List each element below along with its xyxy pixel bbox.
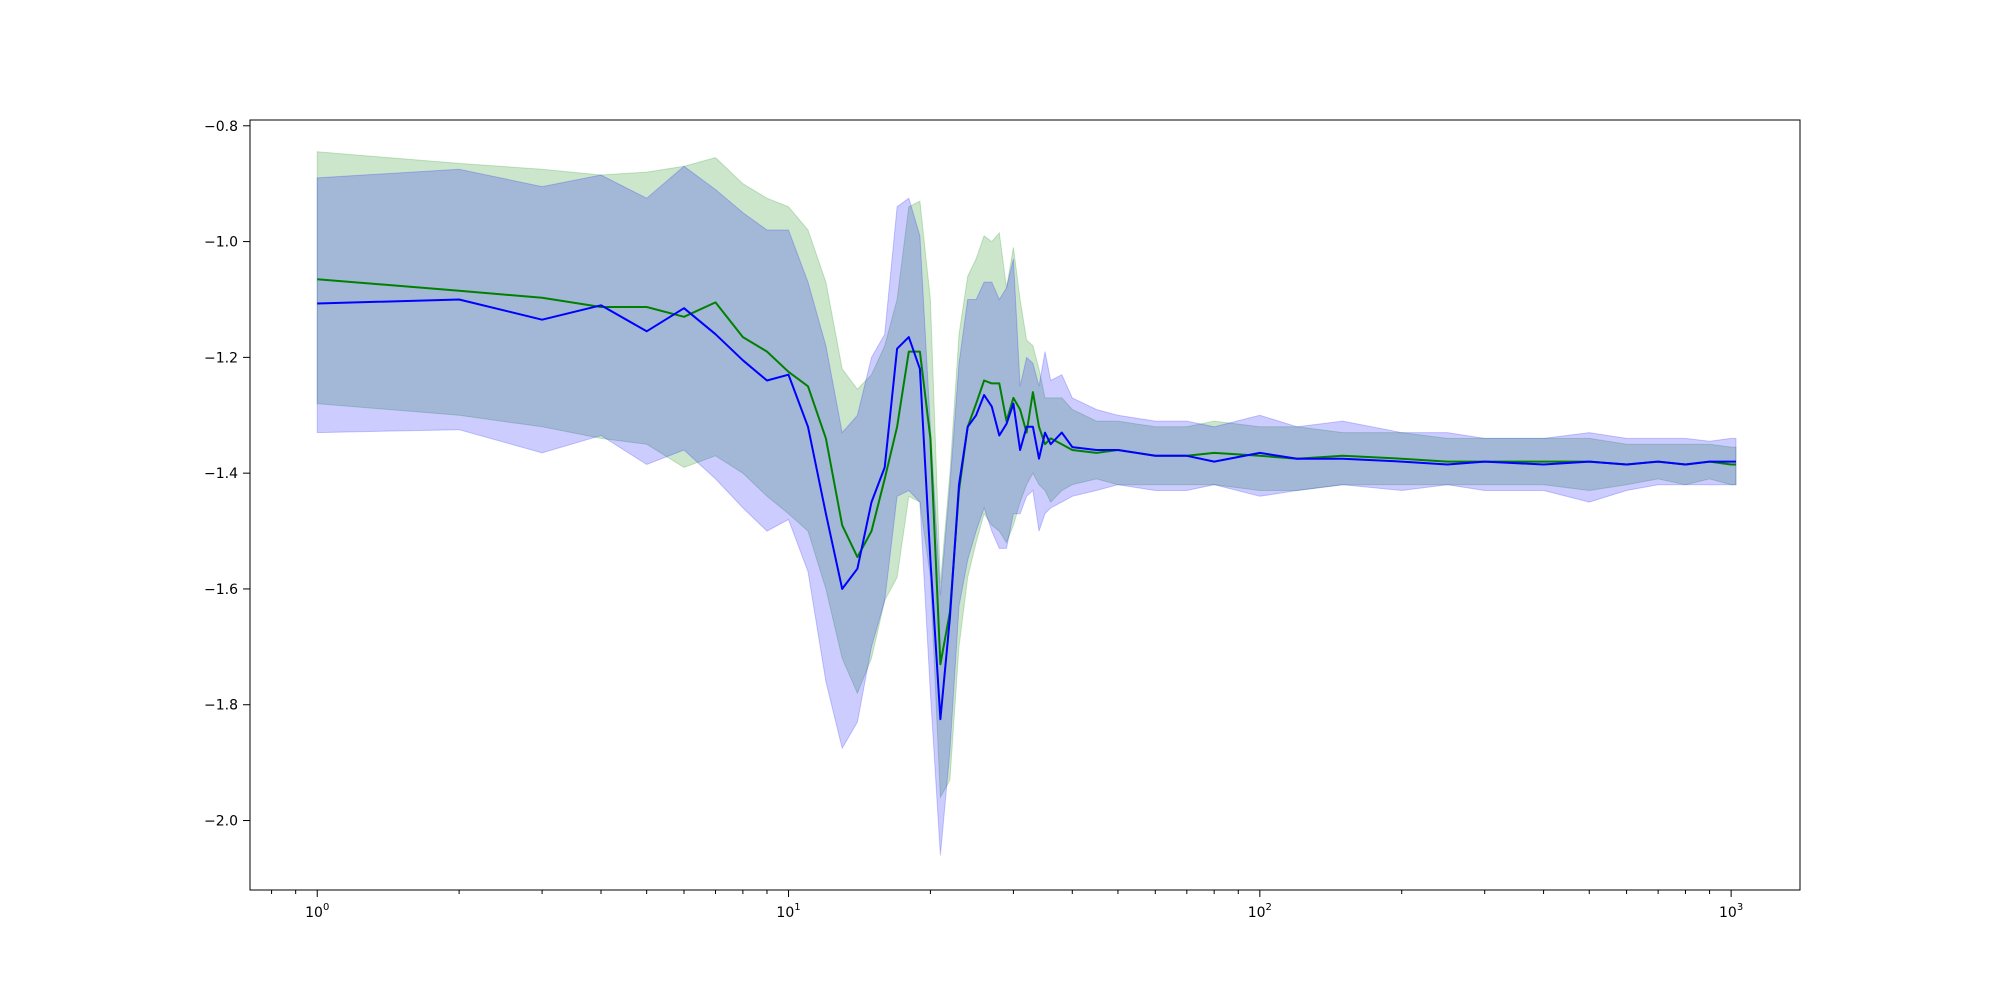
x-axis: 100 101 102 103 bbox=[271, 890, 1743, 921]
y-axis: −0.8 −1.0 −1.2 −1.4 −1.6 −1.8 −2.0 bbox=[204, 119, 250, 830]
x-tick-label-base: 10 bbox=[1719, 905, 1737, 921]
series-2-line bbox=[317, 298, 1736, 721]
y-tick-label: −1.6 bbox=[204, 582, 238, 598]
x-tick-label: 103 bbox=[1719, 902, 1743, 921]
y-tick-label: −1.2 bbox=[204, 350, 238, 366]
x-tick-label: 101 bbox=[776, 902, 800, 921]
confidence-bands bbox=[316, 151, 1737, 856]
x-tick-label-exponent: 3 bbox=[1737, 902, 1743, 913]
y-tick-label: −1.4 bbox=[204, 466, 238, 482]
y-tick-label: −1.0 bbox=[204, 235, 238, 251]
y-tick-label: −1.8 bbox=[204, 698, 238, 714]
x-tick-label-base: 10 bbox=[776, 905, 794, 921]
x-tick-label: 102 bbox=[1248, 902, 1272, 921]
plot-area-frame bbox=[249, 119, 1801, 891]
x-tick-label-base: 10 bbox=[305, 905, 323, 921]
y-tick-label: −0.8 bbox=[204, 119, 238, 135]
series-lines bbox=[317, 278, 1736, 721]
x-tick-label-base: 10 bbox=[1248, 905, 1266, 921]
y-tick-label: −2.0 bbox=[204, 814, 238, 830]
series-2-band bbox=[316, 165, 1737, 856]
x-tick-label-exponent: 0 bbox=[323, 902, 329, 913]
x-tick-label-exponent: 2 bbox=[1266, 902, 1272, 913]
x-tick-label: 100 bbox=[305, 902, 329, 921]
x-tick-label-exponent: 1 bbox=[794, 902, 800, 913]
